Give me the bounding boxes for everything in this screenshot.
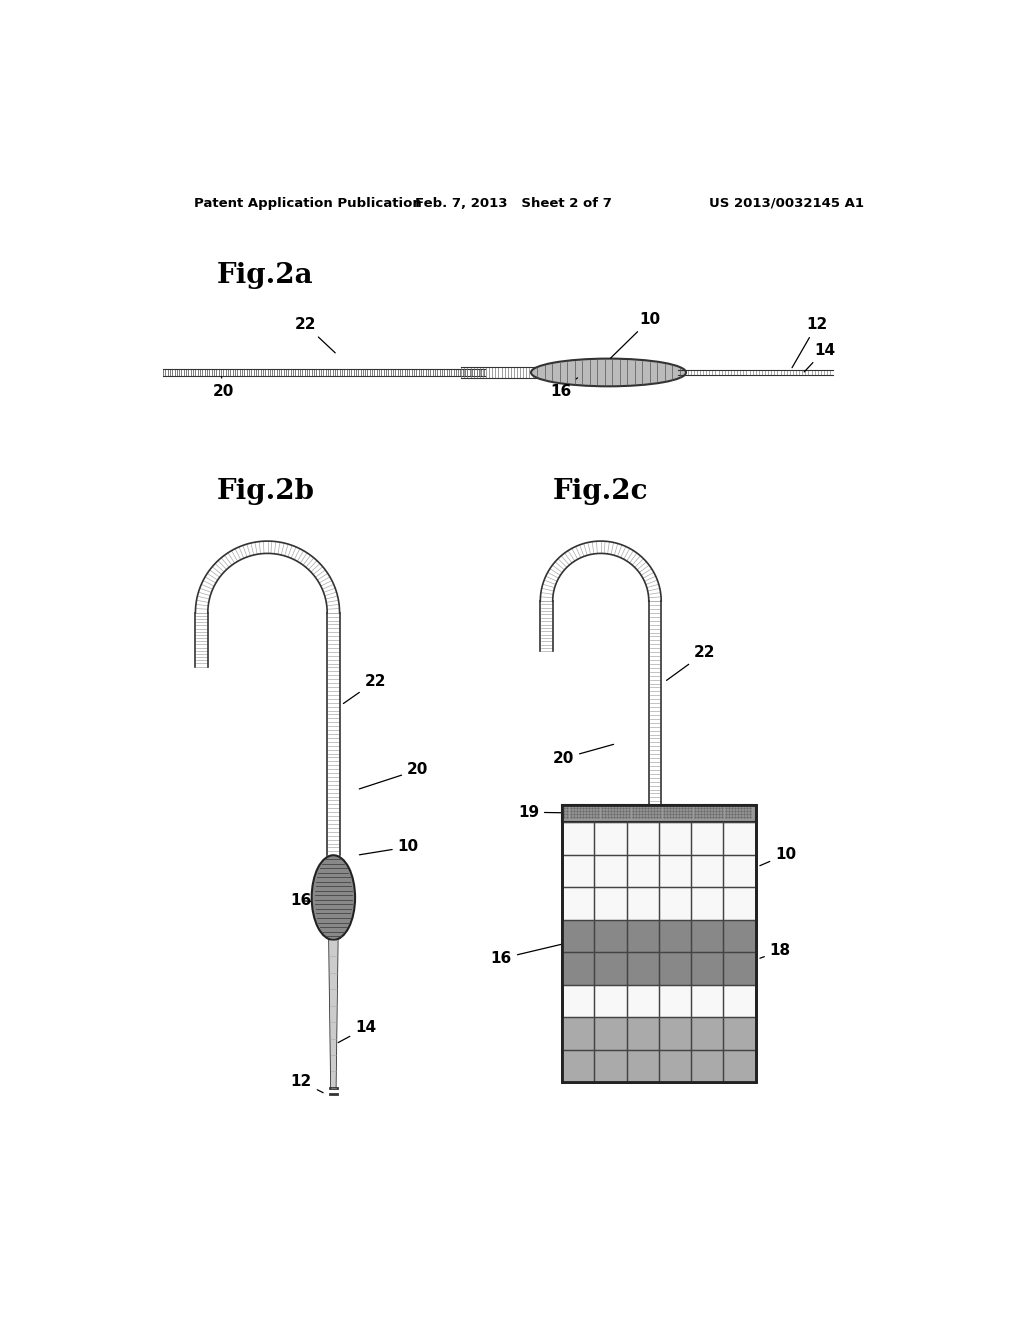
Text: 20: 20 [359,763,428,789]
Text: 12: 12 [792,317,827,368]
Polygon shape [329,940,338,1088]
Text: 19: 19 [518,805,569,820]
Text: 16: 16 [490,944,561,966]
Text: 10: 10 [610,312,660,358]
Text: 10: 10 [760,847,797,866]
Ellipse shape [531,359,686,387]
Text: Feb. 7, 2013   Sheet 2 of 7: Feb. 7, 2013 Sheet 2 of 7 [415,197,611,210]
Ellipse shape [311,855,355,940]
Text: 14: 14 [338,1020,376,1043]
Text: 18: 18 [760,944,791,958]
Bar [562,805,756,1082]
Text: 22: 22 [667,645,715,680]
Text: 22: 22 [295,317,335,352]
Bar [563,920,755,985]
Bar [563,1018,755,1081]
Text: 20: 20 [553,744,613,766]
Text: 16: 16 [550,378,578,399]
Text: Fig.2c: Fig.2c [553,478,648,506]
Bar [562,805,756,1082]
Text: Fig.2a: Fig.2a [217,263,313,289]
Bar [562,805,756,822]
Text: US 2013/0032145 A1: US 2013/0032145 A1 [710,197,864,210]
Text: 22: 22 [343,673,386,704]
Text: 20: 20 [213,376,234,399]
Text: Patent Application Publication: Patent Application Publication [194,197,422,210]
Text: 10: 10 [359,840,419,855]
Text: 16: 16 [291,894,312,908]
Text: Fig.2b: Fig.2b [217,478,315,506]
Text: 14: 14 [804,343,835,372]
Text: 12: 12 [291,1074,324,1093]
